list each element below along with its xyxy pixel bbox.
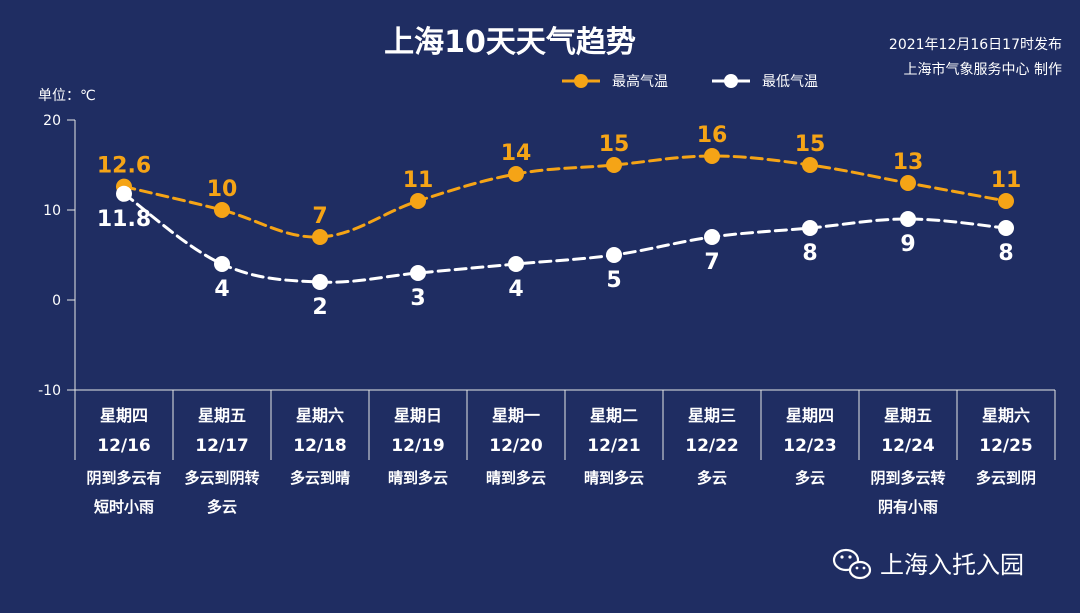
- high-temp-label: 12.6: [97, 154, 151, 179]
- x-date-label: 12/19: [391, 436, 445, 456]
- x-weekday-label: 星期五: [884, 406, 932, 425]
- series-lines: [122, 154, 1008, 284]
- x-date-label: 12/17: [195, 436, 249, 456]
- weather-description: 晴到多云: [486, 469, 546, 487]
- x-weekday-label: 星期四: [100, 406, 148, 425]
- low-temp-point: [998, 220, 1014, 236]
- weather-description: 短时小雨: [94, 498, 154, 516]
- x-weekday-label: 星期四: [786, 406, 834, 425]
- x-date-label: 12/23: [783, 436, 837, 456]
- low-temp-point: [410, 265, 426, 281]
- high-temp-point: [214, 202, 230, 218]
- x-weekday-label: 星期二: [590, 406, 638, 425]
- high-temp-label: 10: [207, 177, 238, 202]
- x-weekday-label: 星期日: [394, 406, 442, 425]
- high-temp-label: 13: [893, 150, 924, 175]
- chart-title: 上海10天天气趋势: [384, 25, 636, 60]
- axes: 20 10 0 -10: [38, 113, 1056, 460]
- low-temp-point: [900, 211, 916, 227]
- legend-low-marker: [724, 74, 738, 88]
- high-temp-point: [410, 193, 426, 209]
- low-temp-point: [508, 256, 524, 272]
- weather-description: 多云: [697, 469, 727, 487]
- weather-description: 晴到多云: [584, 469, 644, 487]
- wechat-icon: [832, 548, 872, 580]
- low-temp-line: [122, 192, 1008, 284]
- weather-description: 阴到多云有: [86, 469, 161, 487]
- high-temp-label: 11: [403, 168, 434, 193]
- low-temp-label: 5: [606, 268, 621, 293]
- x-date-label: 12/18: [293, 436, 347, 456]
- low-temp-label: 9: [900, 232, 915, 257]
- weather-description: 晴到多云: [388, 469, 448, 487]
- high-temp-label: 14: [501, 141, 532, 166]
- high-temp-point: [606, 157, 622, 173]
- low-temp-point: [606, 247, 622, 263]
- y-tick-label: 10: [43, 203, 61, 219]
- producer-credit: 上海市气象服务中心 制作: [904, 61, 1062, 78]
- watermark: 上海入托入园: [832, 548, 1024, 580]
- x-date-label: 12/25: [979, 436, 1033, 456]
- low-temp-point: [214, 256, 230, 272]
- high-temp-point: [508, 166, 524, 182]
- unit-label: 单位：℃: [38, 88, 96, 104]
- legend-high-label: 最高气温: [612, 73, 668, 90]
- high-temp-point: [900, 175, 916, 191]
- watermark-text: 上海入托入园: [880, 551, 1024, 579]
- low-temp-point: [312, 274, 328, 290]
- y-tick-label: 20: [43, 113, 61, 129]
- low-temp-point: [802, 220, 818, 236]
- legend: 最高气温 最低气温: [562, 73, 818, 90]
- high-temp-label: 11: [991, 168, 1022, 193]
- x-weekday-label: 星期一: [492, 406, 540, 425]
- low-temp-label: 3: [410, 286, 425, 311]
- weather-description: 多云: [795, 469, 825, 487]
- weather-description: 多云到阴: [976, 469, 1036, 487]
- legend-low-label: 最低气温: [762, 74, 818, 90]
- x-date-label: 12/20: [489, 436, 543, 456]
- low-temp-label: 2: [312, 295, 327, 320]
- x-weekday-label: 星期六: [296, 406, 344, 425]
- series-points: [116, 148, 1014, 290]
- low-temp-label: 4: [214, 277, 229, 302]
- high-temp-label: 7: [312, 204, 327, 229]
- high-temp-label: 15: [599, 132, 630, 157]
- y-tick-label: -10: [38, 383, 61, 399]
- high-temp-label: 15: [795, 132, 826, 157]
- weather-description: 阴到多云转: [870, 469, 945, 487]
- x-weekday-label: 星期三: [688, 406, 736, 425]
- publish-time: 2021年12月16日17时发布: [889, 37, 1062, 53]
- low-temp-label: 8: [802, 241, 817, 266]
- high-temp-point: [802, 157, 818, 173]
- weather-description: 多云到晴: [290, 469, 350, 487]
- x-date-label: 12/16: [97, 436, 151, 456]
- y-tick-label: 0: [52, 293, 61, 309]
- x-date-label: 12/22: [685, 436, 739, 456]
- high-temp-point: [704, 148, 720, 164]
- x-weekday-label: 星期六: [982, 406, 1030, 425]
- data-labels: 12.6 10 7 11 14 15 16 15 13 11 11.8 4 2 3 4 5 7 8 9 8: [97, 123, 1021, 320]
- x-weekday-label: 星期五: [198, 406, 246, 425]
- low-temp-label: 4: [508, 277, 523, 302]
- high-temp-point: [312, 229, 328, 245]
- low-temp-point: [116, 185, 132, 202]
- high-temp-line: [122, 154, 1008, 239]
- legend-high-marker: [574, 74, 588, 88]
- x-date-label: 12/21: [587, 436, 641, 456]
- weather-description: 多云到阴转: [184, 469, 259, 487]
- weather-description: 多云: [207, 498, 237, 516]
- high-temp-point: [998, 193, 1014, 209]
- low-temp-label: 7: [704, 250, 719, 275]
- category-labels: 星期四12/16阴到多云有短时小雨星期五12/17多云到阴转多云星期六12/18…: [86, 406, 1036, 516]
- x-date-label: 12/24: [881, 436, 935, 456]
- low-temp-label: 8: [998, 241, 1013, 266]
- weather-description: 阴有小雨: [878, 498, 938, 516]
- low-temp-point: [704, 229, 720, 245]
- low-temp-label: 11.8: [97, 207, 151, 232]
- high-temp-label: 16: [697, 123, 728, 148]
